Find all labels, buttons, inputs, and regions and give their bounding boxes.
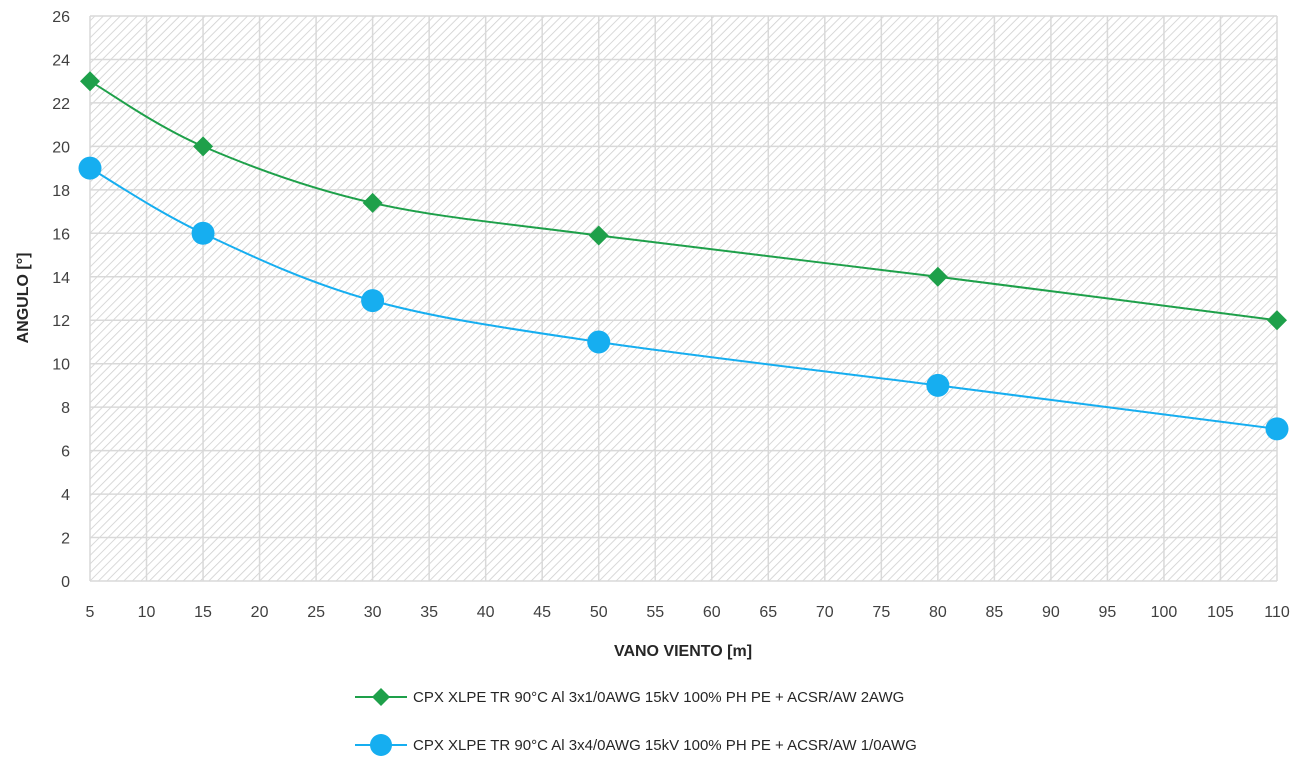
legend-entry: CPX XLPE TR 90°C Al 3x1/0AWG 15kV 100% P…	[355, 688, 904, 706]
y-tick-label: 12	[52, 313, 70, 330]
x-tick-label: 40	[477, 604, 495, 621]
data-point	[191, 221, 215, 245]
data-point	[588, 225, 609, 246]
x-tick-label: 85	[985, 604, 1003, 621]
x-tick-label: 110	[1264, 604, 1290, 621]
gridlines	[89, 15, 1278, 582]
data-point	[927, 266, 948, 287]
data-point	[587, 330, 611, 354]
series-1	[80, 71, 1287, 331]
legend-marker	[370, 734, 392, 756]
x-tick-label: 65	[759, 604, 777, 621]
legend-marker	[372, 688, 390, 706]
y-tick-label: 14	[52, 270, 70, 287]
series-layer	[78, 71, 1289, 441]
x-tick-label: 70	[816, 604, 834, 621]
x-tick-label: 25	[307, 604, 325, 621]
x-axis-title: VANO VIENTO [m]	[614, 643, 752, 660]
x-tick-label: 105	[1207, 604, 1234, 621]
x-tick-label: 80	[929, 604, 947, 621]
y-tick-label: 4	[61, 487, 70, 504]
y-tick-label: 22	[52, 96, 70, 113]
data-point	[193, 136, 214, 157]
y-tick-label: 6	[61, 444, 70, 461]
data-point	[926, 373, 950, 397]
data-point	[80, 71, 100, 92]
y-tick-label: 18	[52, 183, 70, 200]
y-axis-title: ANGULO [°]	[15, 253, 32, 344]
x-tick-label: 30	[364, 604, 382, 621]
data-point	[1265, 417, 1289, 441]
data-point	[1267, 310, 1287, 331]
y-tick-label: 2	[61, 531, 70, 548]
x-tick-label: 10	[138, 604, 156, 621]
x-tick-label: 55	[646, 604, 664, 621]
y-tick-label: 24	[52, 52, 70, 69]
y-tick-label: 16	[52, 226, 70, 243]
series-2	[78, 156, 1289, 441]
legend-label: CPX XLPE TR 90°C Al 3x1/0AWG 15kV 100% P…	[413, 689, 904, 706]
x-tick-label: 50	[590, 604, 608, 621]
y-tick-label: 0	[61, 574, 70, 591]
x-tick-label: 95	[1099, 604, 1117, 621]
x-tick-label: 75	[872, 604, 890, 621]
x-tick-label: 20	[251, 604, 269, 621]
legend-label: CPX XLPE TR 90°C Al 3x4/0AWG 15kV 100% P…	[413, 737, 917, 754]
x-tick-label: 100	[1151, 604, 1178, 621]
data-point	[78, 156, 102, 180]
legend-entry: CPX XLPE TR 90°C Al 3x4/0AWG 15kV 100% P…	[355, 734, 917, 756]
y-tick-label: 10	[52, 357, 70, 374]
x-tick-label: 45	[533, 604, 551, 621]
x-tick-label: 90	[1042, 604, 1060, 621]
x-tick-label: 5	[86, 604, 95, 621]
y-tick-label: 20	[52, 139, 70, 156]
data-point	[362, 192, 383, 213]
x-tick-label: 15	[194, 604, 212, 621]
plot-area	[90, 16, 1277, 581]
x-tick-label: 35	[420, 604, 438, 621]
legend: CPX XLPE TR 90°C Al 3x1/0AWG 15kV 100% P…	[355, 688, 917, 756]
x-tick-label: 60	[703, 604, 721, 621]
y-tick-label: 8	[61, 400, 70, 417]
data-point	[361, 289, 385, 313]
y-tick-label: 26	[52, 9, 70, 26]
